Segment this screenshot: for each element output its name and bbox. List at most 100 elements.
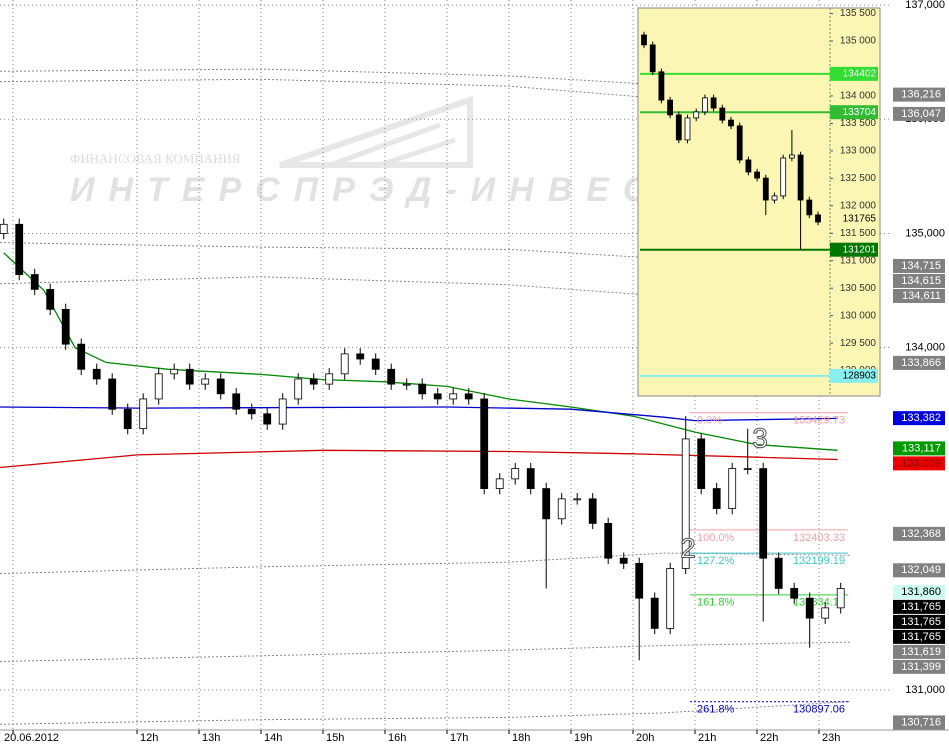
price-badge bbox=[893, 87, 945, 102]
watermark-logo bbox=[279, 95, 473, 168]
x-tick-label: 14h bbox=[264, 732, 282, 744]
candle-body bbox=[759, 468, 768, 559]
candle-body bbox=[588, 498, 597, 524]
price-badge-label: 136,047 bbox=[901, 108, 941, 120]
price-badge bbox=[893, 355, 945, 370]
candle-body bbox=[650, 597, 659, 629]
inset-last-price: 131765 bbox=[843, 213, 877, 224]
candle-body bbox=[526, 468, 535, 489]
fib-percent: 127.2% bbox=[697, 555, 735, 567]
candle-body bbox=[340, 353, 349, 375]
indicator-line bbox=[0, 242, 851, 274]
candle-body bbox=[681, 438, 690, 569]
inset-level-badge bbox=[830, 66, 878, 81]
candle-body bbox=[232, 393, 241, 410]
price-badge-label: 130,716 bbox=[901, 716, 941, 728]
fib-percent: 0.0% bbox=[697, 415, 722, 427]
inset-tick-label: 132 000 bbox=[840, 200, 877, 211]
price-badge bbox=[893, 456, 945, 471]
candle-body bbox=[710, 97, 717, 109]
candle-body bbox=[667, 99, 673, 116]
candle-body bbox=[719, 107, 726, 121]
price-badge bbox=[893, 288, 945, 303]
candle-body bbox=[745, 159, 752, 173]
x-tick-label: 20.06.2012 bbox=[4, 732, 59, 744]
price-badge bbox=[893, 258, 945, 273]
price-badge bbox=[893, 441, 945, 456]
candle-body bbox=[697, 438, 706, 489]
fib-percent: 100.0% bbox=[697, 532, 735, 544]
candle-body bbox=[77, 343, 86, 370]
candle-body bbox=[797, 154, 804, 201]
inset-level-label: 131201 bbox=[843, 244, 877, 255]
price-badge-label: 131,860 bbox=[901, 586, 941, 598]
inset-tick-label: 132 500 bbox=[840, 173, 877, 184]
indicator-line bbox=[0, 552, 851, 575]
candle-body bbox=[604, 522, 613, 559]
price-badge-label: 132,368 bbox=[901, 528, 941, 540]
candle-body bbox=[780, 157, 787, 197]
x-tick-label: 18h bbox=[512, 732, 530, 744]
price-badge-label: 133,866 bbox=[901, 357, 941, 369]
price-badge bbox=[893, 411, 945, 426]
candle-body bbox=[693, 111, 700, 119]
candle-body bbox=[754, 171, 760, 179]
candle-body bbox=[371, 358, 380, 370]
price-badge-label: 132,049 bbox=[901, 564, 941, 576]
wave-label: 2 bbox=[680, 532, 696, 563]
inset-tick-label: 129 500 bbox=[840, 338, 877, 349]
price-badge bbox=[893, 273, 945, 288]
inset-level-badge bbox=[830, 242, 878, 257]
price-badge bbox=[893, 629, 945, 644]
candle-body bbox=[263, 413, 272, 425]
price-badge bbox=[893, 526, 945, 541]
y-tick-label: 131,000 bbox=[905, 684, 945, 696]
inset-level-label: 128903 bbox=[843, 371, 877, 382]
inset-level-label: 133704 bbox=[843, 107, 877, 118]
fib-price: 130897.06 bbox=[793, 704, 845, 716]
price-badge bbox=[893, 563, 945, 578]
x-tick-label: 17h bbox=[450, 732, 468, 744]
candle-body bbox=[774, 557, 783, 589]
candle-body bbox=[712, 488, 721, 509]
indicator-line bbox=[0, 449, 838, 469]
candle-body bbox=[216, 378, 225, 395]
candle-body bbox=[123, 408, 132, 430]
price-badge bbox=[893, 659, 945, 674]
price-badge-label: 131,619 bbox=[901, 646, 941, 658]
y-tick-label: 134,000 bbox=[905, 341, 945, 353]
y-tick-label: 135,000 bbox=[905, 227, 945, 239]
price-badge-label: 133,382 bbox=[901, 412, 941, 424]
inset-level-badge bbox=[830, 105, 878, 120]
candle-body bbox=[46, 288, 55, 310]
indicator-line bbox=[0, 641, 851, 662]
candle-body bbox=[449, 393, 458, 400]
price-badge-label: 131,399 bbox=[901, 661, 941, 673]
candle-body bbox=[684, 117, 691, 141]
candle-body bbox=[247, 408, 256, 415]
price-badge-label: 133,009 bbox=[901, 457, 941, 469]
price-badge-label: 131,765 bbox=[901, 631, 941, 643]
price-badge-label: 131,765 bbox=[901, 601, 941, 613]
candle-body bbox=[495, 478, 504, 489]
candle-body bbox=[433, 393, 442, 400]
candle-body bbox=[675, 114, 682, 141]
price-badge-label: 133,117 bbox=[902, 442, 941, 454]
price-badge bbox=[893, 614, 945, 629]
fib-price: 133429.73 bbox=[793, 415, 845, 427]
candle-body bbox=[480, 398, 489, 489]
candle-body bbox=[806, 199, 813, 216]
fib-percent: 261.8% bbox=[697, 704, 735, 716]
candle-body bbox=[185, 368, 194, 385]
candle-body bbox=[30, 274, 39, 290]
candle-body bbox=[728, 119, 734, 127]
indicator-line bbox=[0, 276, 851, 297]
inset-level-badge bbox=[830, 368, 878, 383]
candle-body bbox=[542, 488, 551, 520]
watermark-name: ИНТЕРСПРЭД-ИНВЕСТ bbox=[70, 171, 695, 209]
inset-tick-label: 133 500 bbox=[840, 118, 877, 129]
x-tick-label: 22h bbox=[760, 732, 778, 744]
candle-body bbox=[356, 353, 365, 360]
candle-body bbox=[736, 125, 743, 161]
x-tick-label: 15h bbox=[326, 732, 344, 744]
